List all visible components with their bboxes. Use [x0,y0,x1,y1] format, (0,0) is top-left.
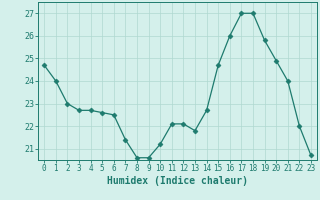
X-axis label: Humidex (Indice chaleur): Humidex (Indice chaleur) [107,176,248,186]
